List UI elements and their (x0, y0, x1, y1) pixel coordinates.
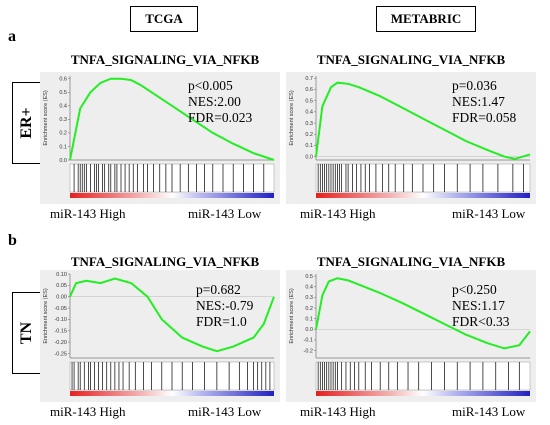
y-tick-label: 0.4 (305, 285, 313, 291)
ranked-list-bar (70, 391, 274, 396)
y-tick-label: -0.10 (54, 317, 67, 323)
panel-label-b: b (8, 232, 17, 249)
chart-title-er-metabric: TNFA_SIGNALING_VIA_NFKB (316, 52, 506, 67)
stat-nes: NES:1.47 (452, 94, 505, 109)
y-tick-label: 0.1 (305, 143, 313, 149)
stat-fdr: FDR<0.33 (452, 314, 510, 329)
dataset-label-tcga: TCGA (130, 6, 198, 32)
chart-title-tn-metabric: TNFA_SIGNALING_VIA_NFKB (316, 254, 506, 269)
y-tick-label: -0.05 (54, 306, 67, 312)
xlabel-high-er-tcga: miR-143 High (50, 206, 126, 221)
y-tick-label: 0.4 (305, 110, 313, 116)
xlabel-low-er-tcga: miR-143 Low (188, 206, 262, 221)
row-label-er-positive: ER+ (12, 82, 42, 164)
stats-tn-tcga: p=0.682 NES:-0.79 FDR=1.0 (196, 282, 253, 330)
stat-p-value: p<0.005 (188, 78, 233, 93)
gsea-chart-tn-tcga: Enrichment score (ES) 0.10 0.05 0.00 -0.05 -0… (43, 272, 275, 396)
y-tick-label: 0.3 (305, 295, 313, 301)
stat-nes: NES:1.17 (452, 298, 505, 313)
stat-fdr: FDR=1.0 (196, 314, 247, 329)
hits-area (315, 361, 531, 391)
enrichment-score-curve (315, 277, 531, 350)
chart-title-tn-tcga: TNFA_SIGNALING_VIA_NFKB (70, 254, 260, 269)
stats-er-metabric: p=0.036 NES:1.47 FDR=0.058 (452, 78, 516, 126)
y-tick-label: 0.5 (305, 98, 313, 104)
y-tick-label: 0.6 (59, 77, 67, 83)
stat-nes: NES:2.00 (188, 94, 241, 109)
y-tick-label: 0.2 (59, 131, 67, 137)
stats-er-tcga: p<0.005 NES:2.00 FDR=0.023 (188, 78, 252, 126)
gsea-plot-tn-metabric: Enrichment score (ES) 0.5 0.4 0.3 0.2 0.1 0.0 -… (286, 270, 536, 402)
xlabel-low-er-metabric: miR-143 Low (452, 206, 526, 221)
gsea-plot-tn-tcga: Enrichment score (ES) 0.10 0.05 0.00 -0.05 -0… (40, 270, 280, 402)
y-axis-label: Enrichment score (ES) (43, 90, 49, 145)
ranked-list-bar (70, 193, 274, 198)
panel-label-a: a (8, 28, 16, 45)
y-tick-label: 0.0 (59, 158, 67, 164)
dataset-label-metabric: METABRIC (376, 6, 476, 32)
y-tick-label: -0.1 (304, 338, 313, 344)
row-label-tn: TN (12, 292, 42, 374)
y-tick-label: 0.5 (305, 274, 313, 280)
y-tick-label: 0.0 (305, 154, 313, 160)
stat-p-value: p=0.036 (452, 78, 497, 93)
enrichment-score-curve (69, 277, 275, 353)
xlabel-low-tn-tcga: miR-143 Low (188, 404, 262, 419)
y-tick-label: -0.20 (54, 340, 67, 346)
xlabel-high-er-metabric: miR-143 High (300, 206, 376, 221)
chart-title-er-tcga: TNFA_SIGNALING_VIA_NFKB (70, 52, 260, 67)
xlabel-high-tn-metabric: miR-143 High (300, 404, 376, 419)
row-label-er-positive-text: ER+ (18, 107, 35, 139)
row-label-tn-text: TN (18, 321, 35, 345)
stats-tn-metabric: p<0.250 NES:1.17 FDR<0.33 (452, 282, 510, 330)
y-tick-label: 0.3 (305, 121, 313, 127)
y-tick-label: 0.2 (305, 306, 313, 312)
stat-fdr: FDR=0.023 (188, 110, 253, 125)
y-axis-label: Enrichment score (ES) (289, 288, 295, 343)
y-tick-label: 0.6 (305, 87, 313, 93)
stat-p-value: p<0.250 (452, 282, 497, 297)
enrichment-score-curve (69, 77, 275, 161)
xlabel-low-tn-metabric: miR-143 Low (452, 404, 526, 419)
y-tick-label: 0.10 (56, 272, 67, 278)
ranked-list-bar (316, 193, 530, 198)
stat-nes: NES:-0.79 (196, 298, 254, 313)
gsea-chart-tn-metabric: Enrichment score (ES) 0.5 0.4 0.3 0.2 0.1 0.0 -… (289, 274, 531, 396)
y-tick-label: 0.0 (305, 327, 313, 333)
y-tick-label: 0.05 (56, 283, 67, 289)
ranked-list-bar (316, 391, 530, 396)
xlabel-high-tn-tcga: miR-143 High (50, 404, 126, 419)
gsea-chart-er-tcga: Enrichment score (ES) 0.6 0.5 0.4 0.3 0.2 0.1 0… (43, 76, 275, 198)
y-tick-label: -0.2 (304, 348, 313, 354)
gsea-plot-er-metabric: Enrichment score (ES) 0.7 0.6 0.5 0.4 0.3 0.2 0… (286, 72, 536, 204)
y-tick-label: 0.1 (59, 144, 67, 150)
gsea-chart-er-metabric: Enrichment score (ES) 0.7 0.6 0.5 0.4 0.3 0.2 0… (289, 76, 531, 198)
stat-fdr: FDR=0.058 (452, 110, 517, 125)
y-tick-label: 0.1 (305, 316, 313, 322)
y-axis-label: Enrichment score (ES) (43, 288, 49, 343)
gsea-plot-er-tcga: Enrichment score (ES) 0.6 0.5 0.4 0.3 0.2 0.1 0… (40, 72, 280, 204)
y-tick-label: 0.3 (59, 117, 67, 123)
y-tick-label: 0.5 (59, 90, 67, 96)
y-tick-label: -0.25 (54, 351, 67, 357)
y-tick-label: 0.7 (305, 76, 313, 82)
enrichment-score-curve (315, 81, 531, 160)
y-axis-label: Enrichment score (ES) (289, 90, 295, 145)
y-tick-label: -0.15 (54, 329, 67, 335)
y-tick-label: 0.4 (59, 104, 67, 110)
y-tick-label: 0.2 (305, 132, 313, 138)
y-tick-label: 0.00 (56, 295, 67, 301)
stat-p-value: p=0.682 (196, 282, 241, 297)
